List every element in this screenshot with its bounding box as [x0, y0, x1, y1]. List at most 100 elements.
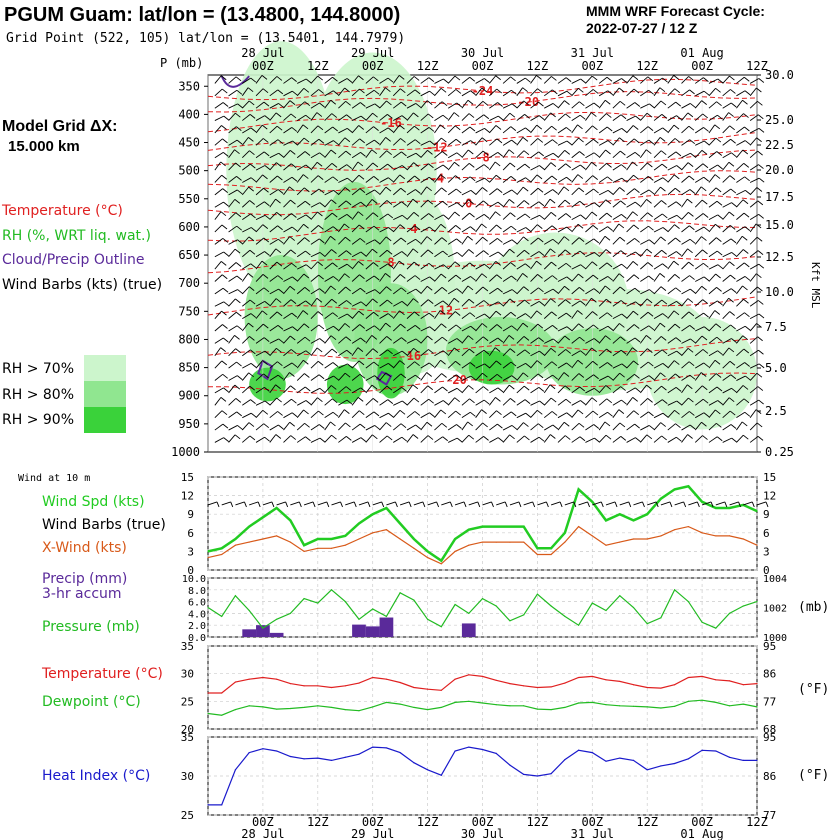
wind-tick-right: 3 — [763, 545, 770, 558]
wind-barb — [406, 212, 420, 220]
wind-barb — [296, 287, 311, 295]
wind-barb — [502, 335, 515, 344]
wind-barb — [228, 434, 241, 443]
wind-barb — [571, 300, 586, 307]
wind-barb — [420, 421, 433, 431]
wind-barb — [434, 287, 448, 295]
wind-barb — [228, 361, 242, 369]
wind-barb — [269, 125, 283, 134]
temperature-contour-label: 20 — [452, 373, 466, 387]
wind-barb — [447, 238, 462, 245]
wind-barb — [571, 87, 584, 97]
wind-barb — [708, 174, 721, 183]
wind-barb — [722, 288, 737, 295]
wind-speed-line-point — [303, 544, 305, 546]
wind-barb — [214, 102, 229, 109]
wind-barb — [585, 202, 600, 208]
wind-barb — [351, 410, 365, 418]
wind-barb — [544, 288, 559, 295]
wind-barb — [722, 175, 736, 183]
wind-barb — [571, 78, 586, 84]
wind-barb — [585, 338, 600, 344]
wind-barb — [255, 251, 270, 258]
wind-barb — [379, 100, 392, 109]
wind-barb — [557, 398, 572, 406]
wind-barb — [681, 248, 693, 258]
wind-barb — [571, 250, 586, 258]
wind-barb — [269, 189, 284, 196]
wind-barb — [324, 199, 337, 208]
wind-barb — [338, 422, 351, 431]
wind-barb — [736, 235, 748, 245]
wind-barb — [543, 89, 558, 97]
wind-barb — [379, 137, 391, 146]
wind-barb — [214, 301, 230, 307]
wind-barb — [722, 125, 735, 134]
wind-barb — [736, 126, 750, 134]
wind-barb — [626, 347, 638, 357]
wind-speed-line-point — [358, 522, 360, 525]
wind-speed-line-point — [619, 513, 621, 515]
wind-barb — [489, 174, 502, 183]
dewpoint-line-point — [564, 706, 566, 709]
wind-barb — [269, 384, 281, 394]
wind-barb — [557, 349, 571, 357]
wind-barb — [626, 138, 640, 146]
wind-barb-surface — [216, 501, 220, 508]
wind-speed-line-point — [413, 538, 415, 540]
dewpoint-line-point — [577, 702, 580, 704]
wind-barb — [296, 187, 310, 196]
wind-barb — [420, 335, 433, 344]
wind-barb — [598, 398, 613, 406]
wind-barb — [269, 338, 284, 344]
precip-bar — [242, 629, 257, 637]
xwind-line-point — [728, 535, 731, 537]
wind-barb — [708, 137, 722, 146]
wind-barb — [640, 225, 654, 233]
wind-barb — [749, 200, 764, 208]
wind-barb — [475, 177, 490, 183]
wind-barb — [338, 150, 352, 159]
wind-barb — [241, 422, 255, 431]
wind-barb — [557, 90, 573, 97]
wind-barb — [310, 211, 323, 220]
pressure-tick-label: 650 — [178, 248, 200, 262]
wind-barb — [269, 152, 284, 159]
wind-barb — [626, 324, 640, 332]
wind-speed-line-point — [728, 507, 731, 509]
wind-barb — [420, 176, 435, 183]
wind-barb — [708, 422, 722, 431]
wind-barb — [502, 239, 518, 245]
wind-barb-surface — [298, 501, 302, 508]
wind-barb — [557, 77, 572, 84]
wind-barb — [379, 263, 394, 270]
wind-barb — [516, 213, 531, 220]
wind-barb — [269, 311, 283, 319]
wind-barb — [324, 140, 339, 146]
wind-barb — [434, 264, 449, 270]
wind-barb — [434, 187, 447, 196]
height-tick-label: 12.5 — [765, 250, 794, 264]
day-label-top: 30 Jul — [461, 46, 504, 60]
wind-barb — [228, 239, 243, 245]
hour-label-bottom: 12Z — [527, 815, 549, 829]
pressure-line-point — [495, 605, 497, 607]
wind-barb — [544, 139, 558, 146]
pressure-tick: 1002 — [763, 604, 787, 615]
wind-barb-surface — [386, 501, 396, 506]
wind-barb — [640, 212, 653, 220]
hour-label-top: 00Z — [362, 59, 384, 73]
wind-barb — [242, 435, 256, 443]
wind-barb — [598, 113, 612, 121]
wind-barb — [296, 101, 311, 109]
rh-region — [249, 367, 286, 402]
wind-barb — [749, 363, 765, 369]
wind-barb — [667, 260, 680, 270]
wind-barb — [214, 201, 229, 208]
wind-barb — [310, 347, 323, 357]
dewpoint-line-point — [660, 707, 662, 709]
wind-barb — [310, 152, 325, 159]
wind-barb — [530, 310, 543, 319]
wind-barb — [749, 87, 762, 97]
wind-barb — [296, 87, 310, 97]
